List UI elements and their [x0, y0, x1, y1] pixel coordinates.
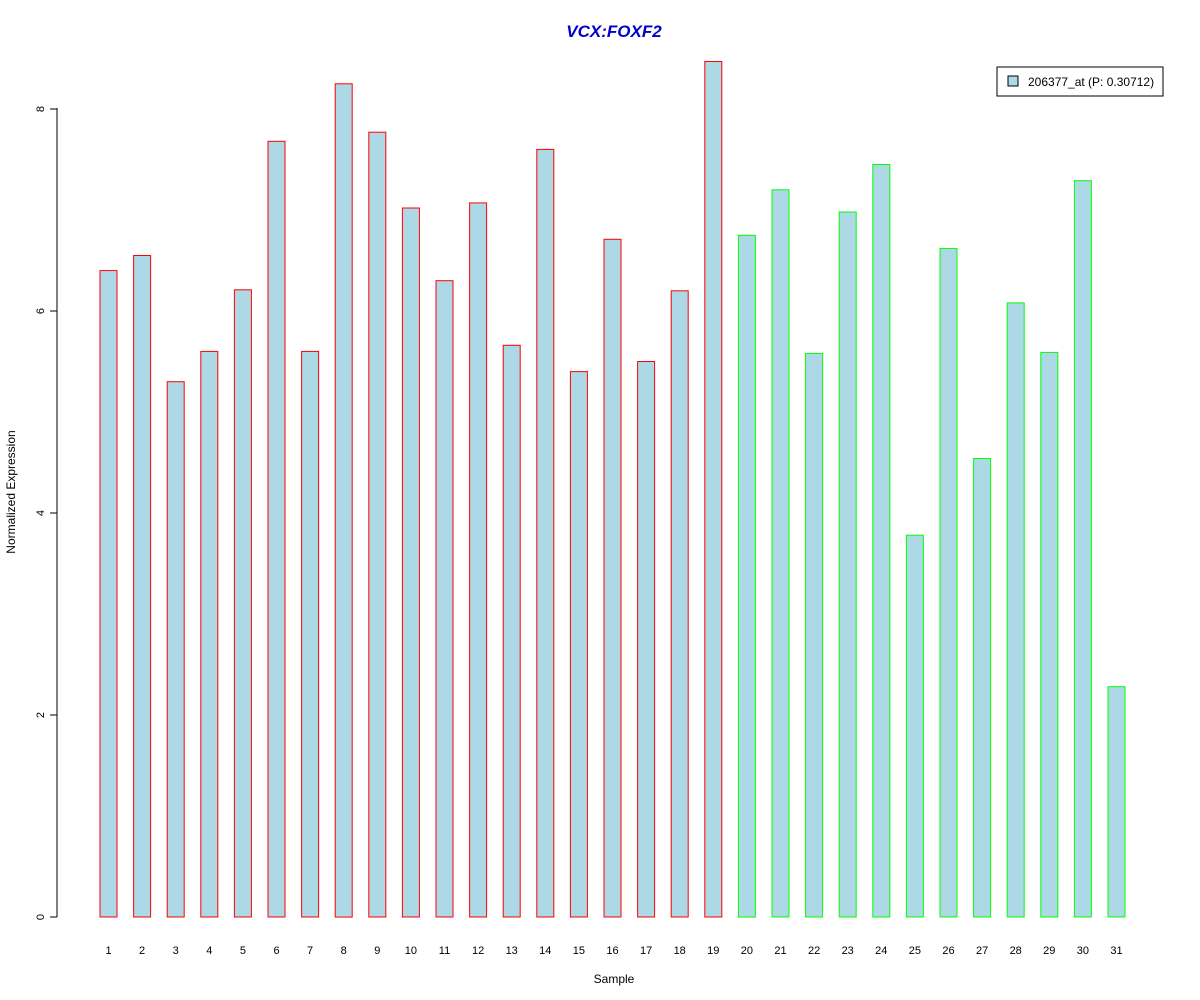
x-tick-label: 25 — [909, 945, 921, 957]
x-tick-label: 6 — [273, 945, 279, 957]
legend-swatch — [1007, 75, 1019, 87]
y-tick-label: 8 — [35, 106, 47, 112]
x-tick-label: 1 — [105, 945, 111, 957]
x-tick-label: 28 — [1010, 945, 1022, 957]
x-tick-label: 29 — [1043, 945, 1055, 957]
x-tick-label: 7 — [307, 945, 313, 957]
bar-sample-12 — [469, 202, 488, 918]
bar-sample-1 — [99, 270, 118, 918]
x-tick-label: 15 — [573, 945, 585, 957]
bar-sample-28 — [1006, 302, 1025, 918]
bar-sample-8 — [334, 83, 353, 918]
bar-sample-15 — [569, 371, 588, 918]
x-tick-label: 16 — [606, 945, 618, 957]
y-tick-label: 6 — [35, 308, 47, 314]
bar-sample-30 — [1073, 180, 1092, 918]
bar-sample-11 — [435, 280, 454, 918]
bar-sample-31 — [1107, 686, 1126, 918]
x-tick-labels: 1 2 3 4 5 6 7 8 9 10 11 12 13 14 15 16 17 18 19 20 21 22 23 24 2… — [105, 945, 1122, 957]
bars — [99, 61, 1126, 918]
x-tick-label: 30 — [1077, 945, 1089, 957]
x-tick-label: 9 — [374, 945, 380, 957]
bar-sample-13 — [502, 344, 521, 918]
y-axis-label: Normalized Expression — [4, 430, 18, 553]
x-tick-label: 4 — [206, 945, 212, 957]
x-tick-label: 31 — [1110, 945, 1122, 957]
bar-sample-29 — [1040, 351, 1059, 918]
bar-sample-22 — [805, 352, 824, 918]
bar-sample-20 — [737, 234, 756, 918]
x-tick-label: 2 — [139, 945, 145, 957]
legend-label: 206377_at (P: 0.30712) — [1028, 75, 1154, 89]
legend: 206377_at (P: 0.30712) — [996, 66, 1164, 97]
bar-sample-18 — [670, 290, 689, 918]
x-tick-label: 10 — [405, 945, 417, 957]
x-tick-label: 17 — [640, 945, 652, 957]
y-tick-label: 0 — [35, 914, 47, 920]
x-tick-label: 14 — [539, 945, 551, 957]
bar-sample-6 — [267, 140, 286, 918]
bar-sample-19 — [704, 61, 723, 918]
bar-sample-2 — [133, 255, 152, 918]
legend-box — [996, 66, 1164, 97]
bar-sample-10 — [401, 207, 420, 918]
bar-sample-23 — [838, 211, 857, 918]
bar-sample-26 — [939, 247, 958, 918]
x-tick-label: 19 — [707, 945, 719, 957]
x-tick-label: 27 — [976, 945, 988, 957]
x-tick-label: 8 — [341, 945, 347, 957]
chart-title: VCX:FOXF2 — [566, 22, 662, 41]
x-tick-label: 20 — [741, 945, 753, 957]
y-tick-label: 4 — [35, 510, 47, 516]
y-axis: 0 2 4 6 8 — [35, 106, 58, 920]
x-tick-label: 18 — [674, 945, 686, 957]
x-tick-label: 26 — [942, 945, 954, 957]
bar-sample-4 — [200, 350, 219, 918]
x-tick-label: 22 — [808, 945, 820, 957]
bar-sample-24 — [872, 164, 891, 918]
x-tick-label: 12 — [472, 945, 484, 957]
x-tick-label: 23 — [842, 945, 854, 957]
y-tick-label: 2 — [35, 712, 47, 718]
bar-sample-17 — [637, 361, 656, 918]
bar-sample-25 — [905, 534, 924, 918]
x-axis-label: Sample — [594, 972, 635, 986]
x-tick-label: 11 — [439, 945, 450, 957]
x-tick-label: 24 — [875, 945, 887, 957]
bar-sample-14 — [536, 148, 555, 918]
bar-sample-7 — [301, 350, 320, 918]
x-tick-label: 5 — [240, 945, 246, 957]
bar-sample-27 — [973, 458, 992, 918]
bar-sample-3 — [166, 381, 185, 918]
x-tick-label: 13 — [506, 945, 518, 957]
x-tick-label: 3 — [173, 945, 179, 957]
bar-sample-16 — [603, 238, 622, 918]
x-tick-label: 21 — [774, 945, 786, 957]
bar-sample-9 — [368, 131, 387, 918]
bar-sample-5 — [233, 289, 252, 918]
bar-sample-21 — [771, 189, 790, 918]
